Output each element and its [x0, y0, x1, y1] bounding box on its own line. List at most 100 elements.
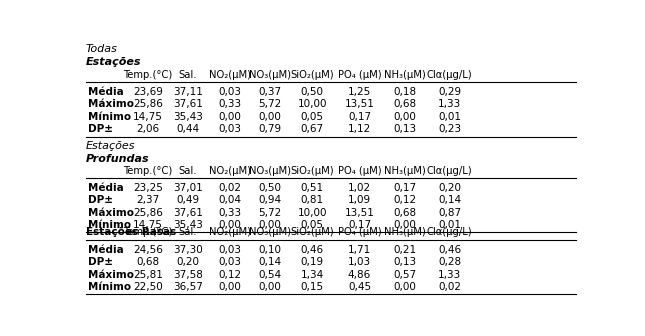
- Text: PO₄ (μM): PO₄ (μM): [338, 70, 381, 80]
- Text: 0,68: 0,68: [393, 99, 416, 110]
- Text: 24,56: 24,56: [133, 245, 163, 255]
- Text: 0,13: 0,13: [393, 124, 416, 134]
- Text: 37,01: 37,01: [174, 183, 203, 193]
- Text: Estações: Estações: [86, 141, 135, 152]
- Text: 37,58: 37,58: [173, 270, 203, 280]
- Text: DP±: DP±: [88, 257, 113, 267]
- Text: 0,49: 0,49: [177, 196, 200, 206]
- Text: DP±: DP±: [88, 124, 113, 134]
- Text: 25,86: 25,86: [133, 208, 163, 218]
- Text: 0,17: 0,17: [348, 220, 371, 230]
- Text: 0,01: 0,01: [438, 112, 461, 122]
- Text: SiO₂(μM): SiO₂(μM): [290, 227, 334, 237]
- Text: 0,00: 0,00: [258, 220, 281, 230]
- Text: 0,00: 0,00: [218, 220, 241, 230]
- Text: 22,50: 22,50: [134, 282, 163, 292]
- Text: 0,02: 0,02: [438, 282, 461, 292]
- Text: 0,10: 0,10: [258, 245, 281, 255]
- Text: 0,17: 0,17: [348, 112, 371, 122]
- Text: 0,44: 0,44: [177, 124, 200, 134]
- Text: 0,23: 0,23: [438, 124, 461, 134]
- Text: 0,57: 0,57: [393, 270, 416, 280]
- Text: Mínimo: Mínimo: [88, 220, 131, 230]
- Text: 5,72: 5,72: [258, 208, 281, 218]
- Text: 0,14: 0,14: [258, 257, 281, 267]
- Text: 0,87: 0,87: [438, 208, 461, 218]
- Text: 0,04: 0,04: [218, 196, 241, 206]
- Text: 1,33: 1,33: [438, 270, 461, 280]
- Text: 10,00: 10,00: [297, 208, 327, 218]
- Text: 1,12: 1,12: [348, 124, 371, 134]
- Text: 0,50: 0,50: [258, 183, 281, 193]
- Text: 25,86: 25,86: [133, 99, 163, 110]
- Text: 0,05: 0,05: [301, 112, 324, 122]
- Text: 0,21: 0,21: [393, 245, 416, 255]
- Text: 0,50: 0,50: [301, 87, 324, 97]
- Text: 14,75: 14,75: [133, 220, 163, 230]
- Text: 37,30: 37,30: [174, 245, 203, 255]
- Text: 0,03: 0,03: [218, 87, 241, 97]
- Text: 1,34: 1,34: [301, 270, 324, 280]
- Text: 0,03: 0,03: [218, 257, 241, 267]
- Text: 14,75: 14,75: [133, 112, 163, 122]
- Text: NO₃(μM): NO₃(μM): [248, 227, 291, 237]
- Text: 0,81: 0,81: [301, 196, 324, 206]
- Text: NO₂(μM): NO₂(μM): [208, 227, 251, 237]
- Text: 0,94: 0,94: [258, 196, 281, 206]
- Text: 37,61: 37,61: [173, 208, 203, 218]
- Text: 4,86: 4,86: [348, 270, 371, 280]
- Text: NH₃(μM): NH₃(μM): [384, 166, 426, 176]
- Text: 35,43: 35,43: [173, 112, 203, 122]
- Text: 0,18: 0,18: [393, 87, 416, 97]
- Text: 0,01: 0,01: [438, 220, 461, 230]
- Text: 0,00: 0,00: [258, 112, 281, 122]
- Text: 0,00: 0,00: [393, 112, 416, 122]
- Text: 1,33: 1,33: [438, 99, 461, 110]
- Text: Estações: Estações: [86, 57, 141, 67]
- Text: Temp.(°C): Temp.(°C): [123, 166, 173, 176]
- Text: 23,25: 23,25: [133, 183, 163, 193]
- Text: Temp.(°C): Temp.(°C): [123, 70, 173, 80]
- Text: 0,03: 0,03: [218, 124, 241, 134]
- Text: 0,45: 0,45: [348, 282, 371, 292]
- Text: 0,15: 0,15: [301, 282, 324, 292]
- Text: 0,13: 0,13: [393, 257, 416, 267]
- Text: Clα(μg/L): Clα(μg/L): [427, 227, 472, 237]
- Text: 0,00: 0,00: [393, 220, 416, 230]
- Text: 0,33: 0,33: [218, 99, 241, 110]
- Text: 0,46: 0,46: [301, 245, 324, 255]
- Text: 0,03: 0,03: [218, 245, 241, 255]
- Text: 0,00: 0,00: [258, 282, 281, 292]
- Text: 37,61: 37,61: [173, 99, 203, 110]
- Text: 0,14: 0,14: [438, 196, 461, 206]
- Text: Profundas: Profundas: [86, 154, 149, 164]
- Text: 23,69: 23,69: [133, 87, 163, 97]
- Text: 0,20: 0,20: [438, 183, 461, 193]
- Text: Sal.: Sal.: [179, 166, 197, 176]
- Text: Estações Rasas: Estações Rasas: [86, 227, 176, 237]
- Text: PO₄ (μM): PO₄ (μM): [338, 227, 381, 237]
- Text: 0,00: 0,00: [393, 282, 416, 292]
- Text: 0,54: 0,54: [258, 270, 281, 280]
- Text: 5,72: 5,72: [258, 99, 281, 110]
- Text: 2,06: 2,06: [137, 124, 160, 134]
- Text: SiO₂(μM): SiO₂(μM): [290, 166, 334, 176]
- Text: Temp.(°C): Temp.(°C): [123, 227, 173, 237]
- Text: Todas: Todas: [86, 44, 117, 54]
- Text: 0,68: 0,68: [393, 208, 416, 218]
- Text: NO₂(μM): NO₂(μM): [208, 70, 251, 80]
- Text: Sal.: Sal.: [179, 227, 197, 237]
- Text: 1,71: 1,71: [348, 245, 371, 255]
- Text: 0,05: 0,05: [301, 220, 324, 230]
- Text: Média: Média: [88, 245, 124, 255]
- Text: 0,12: 0,12: [393, 196, 416, 206]
- Text: 35,43: 35,43: [173, 220, 203, 230]
- Text: NH₃(μM): NH₃(μM): [384, 227, 426, 237]
- Text: Máximo: Máximo: [88, 99, 134, 110]
- Text: 0,67: 0,67: [301, 124, 324, 134]
- Text: NO₂(μM): NO₂(μM): [208, 166, 251, 176]
- Text: PO₄ (μM): PO₄ (μM): [338, 166, 381, 176]
- Text: 1,25: 1,25: [348, 87, 371, 97]
- Text: Média: Média: [88, 183, 124, 193]
- Text: 0,12: 0,12: [218, 270, 241, 280]
